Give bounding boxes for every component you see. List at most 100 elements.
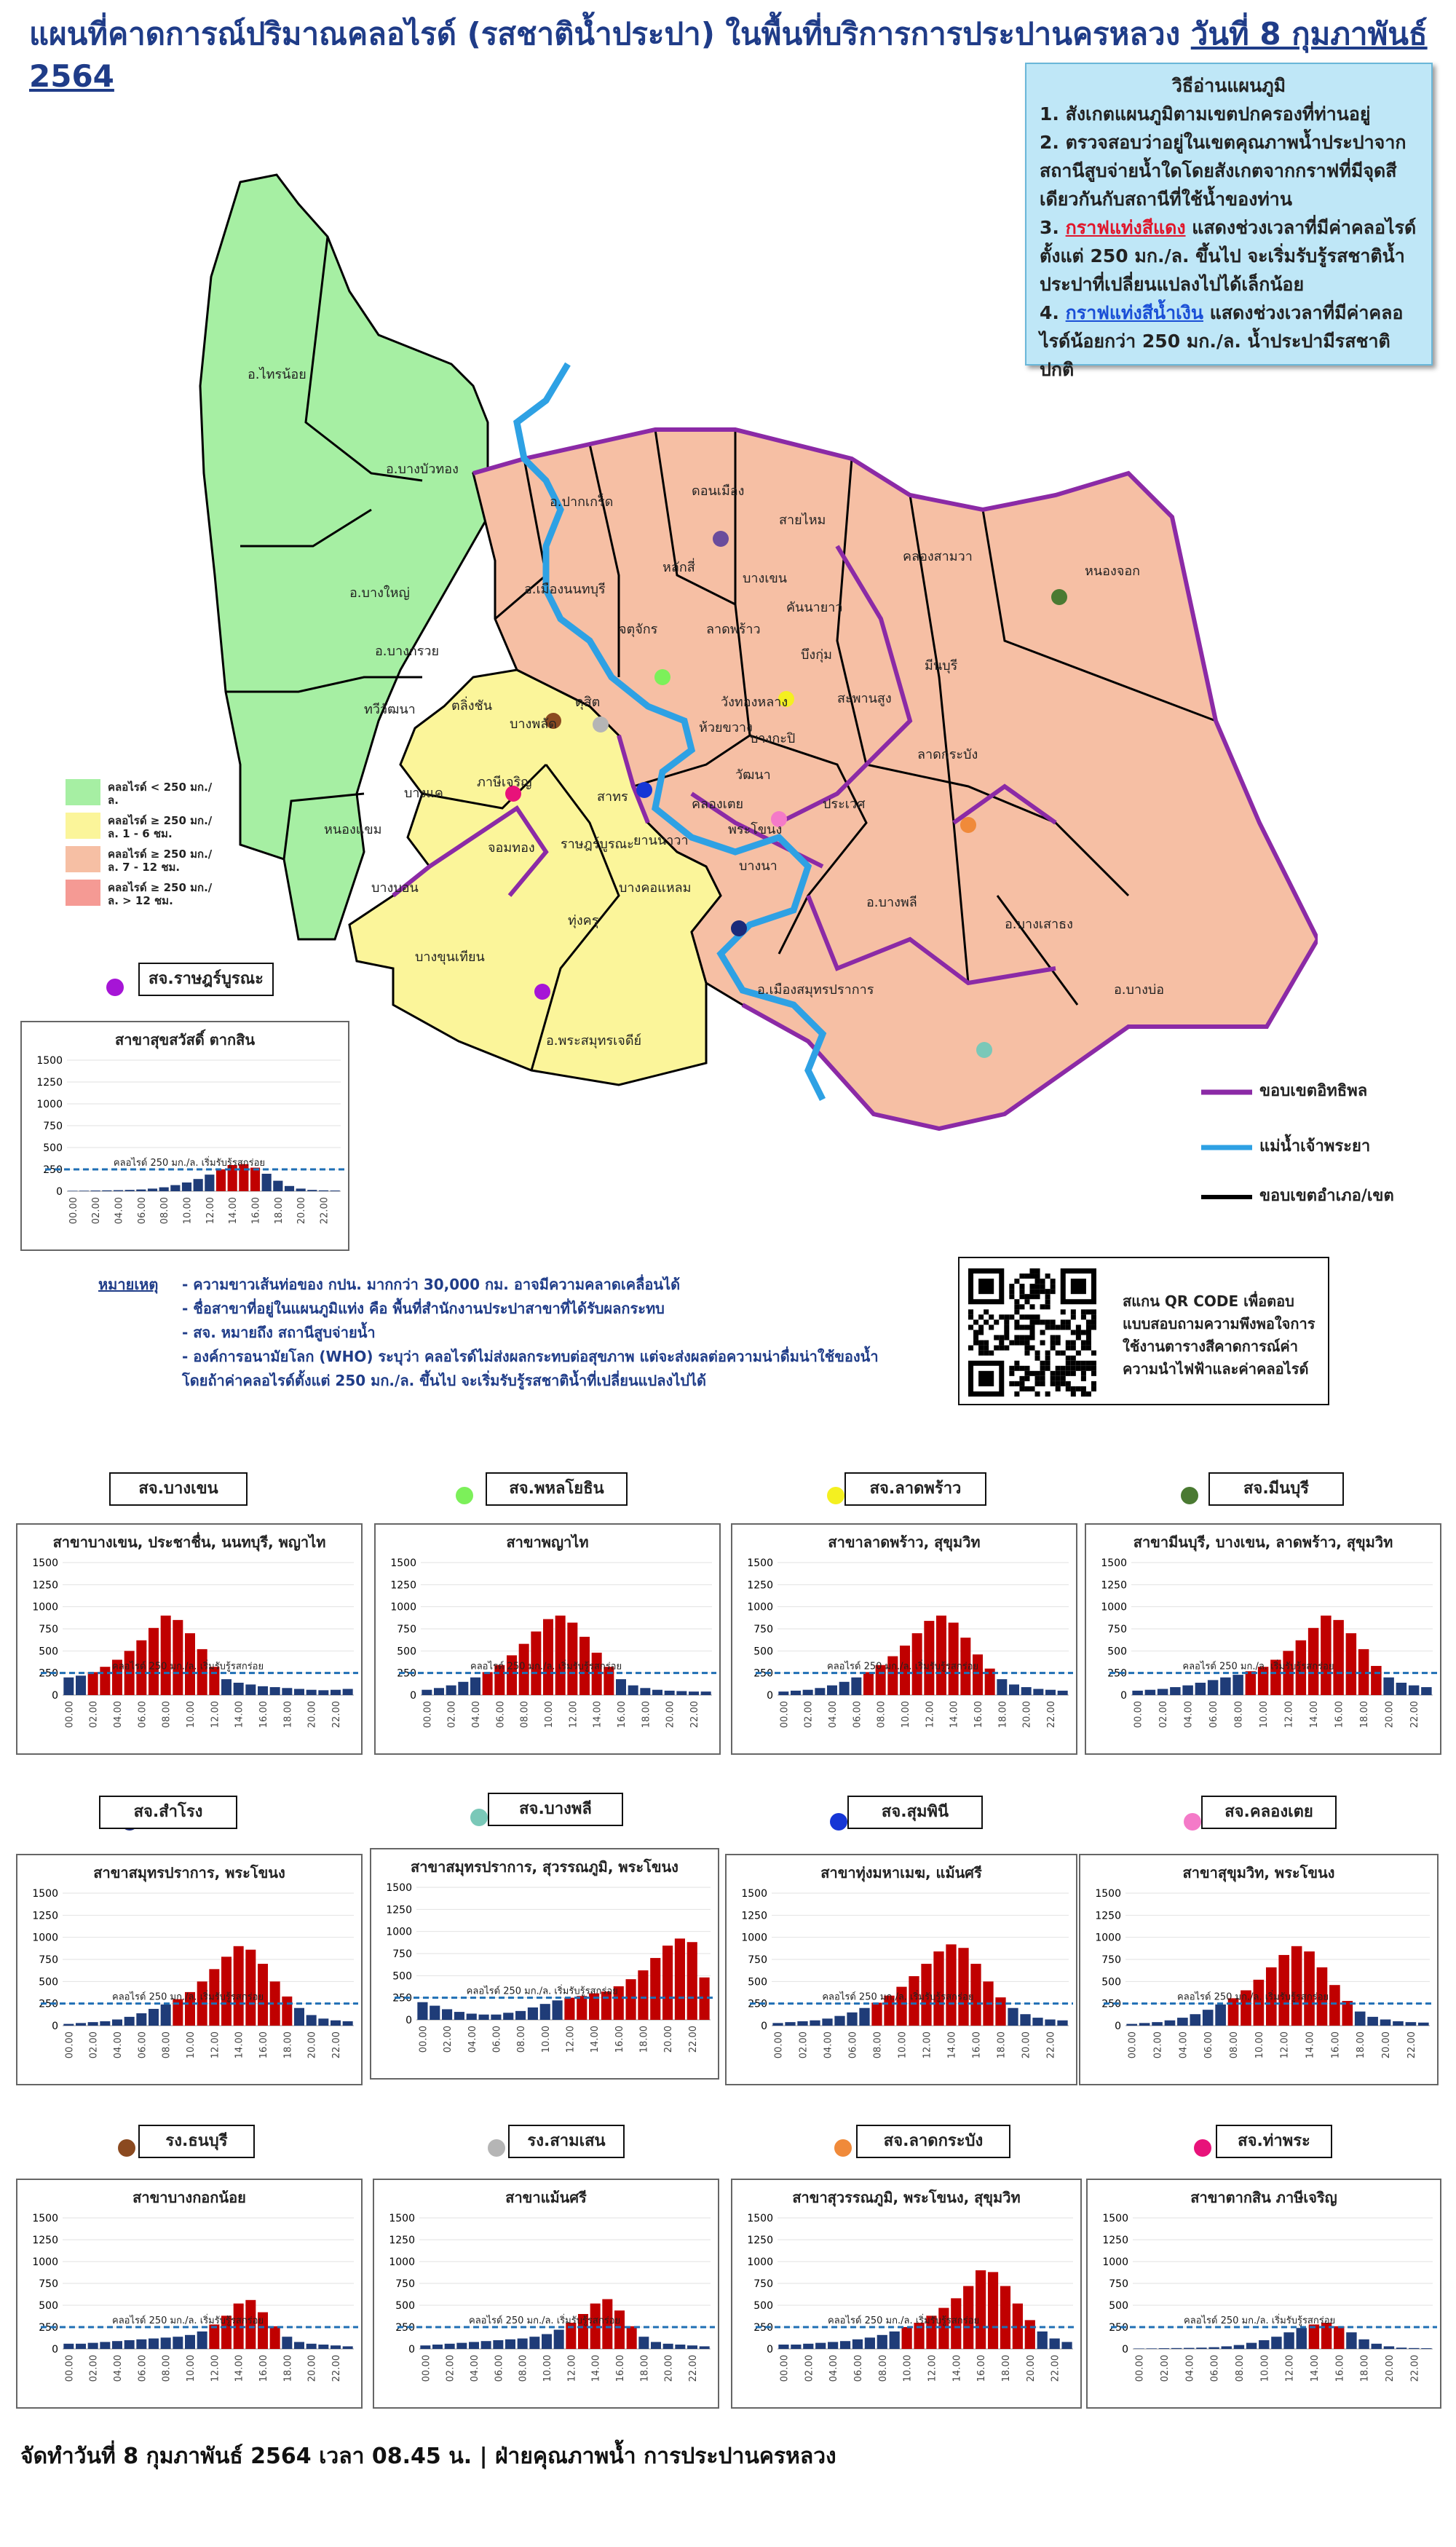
chart-bar: [1207, 1680, 1219, 1695]
chart-bar: [124, 1190, 135, 1191]
chart-bar: [1233, 1675, 1243, 1695]
y-tick-label: 1000: [36, 1099, 63, 1110]
x-tick-label: 20.00: [307, 2031, 318, 2058]
y-tick-label: 0: [56, 1186, 63, 1198]
x-tick-label: 14.00: [590, 2026, 601, 2053]
chart-bar: [687, 1942, 697, 2020]
station-label: สจ.บางเขน: [109, 1472, 248, 1506]
x-tick-label: 18.00: [1360, 2355, 1371, 2382]
x-tick-label: 20.00: [664, 2355, 675, 2382]
x-tick-label: 22.00: [688, 2026, 699, 2053]
qr-code-icon[interactable]: [968, 1268, 1096, 1397]
title-date: วันที่ 8 กุมภาพันธ์ 2564: [29, 16, 1428, 94]
x-tick-label: 06.00: [137, 1701, 148, 1728]
map-dot-thonburi: [545, 713, 561, 729]
chart-bar: [1057, 2020, 1068, 2026]
chart-bar: [1000, 2286, 1011, 2349]
guide-step-2: 2. ตรวจสอบว่าอยู่ในเขตคุณภาพน้ำประปาจากส…: [1040, 132, 1406, 210]
x-tick-label: 00.00: [64, 2355, 75, 2382]
y-tick-label: 1250: [1095, 1910, 1121, 1922]
y-tick-label: 750: [1107, 1624, 1127, 1635]
chart-bar: [1278, 1954, 1290, 2026]
x-tick-label: 10.00: [186, 2355, 197, 2382]
x-tick-label: 08.00: [873, 2031, 884, 2058]
x-tick-label: 04.00: [467, 2026, 478, 2053]
chart-bar: [877, 2334, 887, 2349]
chart-bar: [675, 2345, 686, 2349]
chart-bar: [839, 1681, 850, 1695]
y-tick-label: 1250: [32, 1910, 58, 1922]
chart-bar: [160, 2337, 171, 2349]
x-tick-label: 04.00: [823, 2031, 834, 2058]
chart-bar: [1396, 2347, 1407, 2349]
page-title: แผนที่คาดการณ์ปริมาณคลอไรด์ (รสชาติน้ำปร…: [29, 10, 1456, 94]
chart-bar: [1177, 2018, 1188, 2026]
chart-bar: [951, 2298, 962, 2349]
qr-survey-box[interactable]: สแกน QR CODE เพื่อตอบแบบสอบถามความพึงพอใ…: [958, 1257, 1329, 1405]
chart-bar: [458, 1681, 469, 1695]
chart-bar: [914, 2323, 925, 2349]
chart-bar: [785, 2022, 796, 2026]
x-tick-label: 10.00: [903, 2355, 914, 2382]
y-tick-label: 0: [1120, 1690, 1127, 1702]
chart-bar: [984, 1668, 995, 1695]
threshold-label: คลอไรด์ 250 มก./ล. เริ่มรับรู้รสกร่อย: [470, 1660, 622, 1673]
chart-bar: [181, 1182, 192, 1191]
chart-bar: [273, 1180, 283, 1191]
chart-bar: [76, 2023, 86, 2026]
chart-bar: [626, 2326, 637, 2349]
footer-credit: จัดทำวันที่ 8 กุมภาพันธ์ 2564 เวลา 08.45…: [20, 2444, 836, 2469]
y-tick-label: 1250: [390, 1579, 416, 1591]
x-tick-label: 08.00: [1229, 2031, 1240, 2058]
chart-bar: [553, 2329, 564, 2349]
x-tick-label: 06.00: [137, 1197, 148, 1224]
chart-bar: [173, 1619, 183, 1695]
chart-bar: [1270, 1659, 1281, 1695]
chart-bar: [640, 1688, 651, 1695]
station-label: รง.ธนบุรี: [138, 2125, 255, 2158]
district-label: คลองสามวา: [903, 549, 973, 564]
chart-bar: [233, 2303, 244, 2349]
y-tick-label: 250: [748, 1999, 767, 2010]
chart-plot: 0 250 500 750 1000 1250 1500 คลอไรด์ 250 มก./ล.…: [747, 1557, 1073, 1728]
x-tick-label: 14.00: [947, 2031, 958, 2058]
chloride-bar-chart: สาขาบางเขน, ประชาชื่น, นนทบุรี, พญาไท 0 25…: [16, 1523, 363, 1755]
chart-title: สาขาทุ่งมหาเมฆ, แม้นศรี: [820, 1864, 982, 1881]
chart-plot: 0 250 500 750 1000 1250 1500 คลอไรด์ 250 มก./ล.…: [1102, 2213, 1437, 2382]
chart-bar: [432, 2345, 443, 2349]
chart-bar: [1265, 1967, 1277, 2026]
chart-bar: [1334, 2326, 1345, 2349]
chart-bar: [124, 2016, 135, 2026]
y-tick-label: 500: [748, 1976, 767, 1988]
chart-bar: [245, 1949, 256, 2026]
chart-bar: [909, 1976, 919, 2026]
chart-bar: [342, 2021, 353, 2026]
chart-bar: [430, 2005, 440, 2020]
chart-bar: [306, 1689, 317, 1695]
chart-bar: [149, 2008, 159, 2026]
chart-bar: [778, 2345, 789, 2349]
x-tick-label: 10.00: [1259, 2355, 1270, 2382]
map-station-dots: [505, 531, 1067, 1058]
map-dot-ratburana: [534, 984, 550, 1000]
chart-bar: [456, 2342, 467, 2349]
chart-bar: [112, 1659, 122, 1695]
district-label: ลาดกระบัง: [917, 747, 978, 762]
station-dot: [1181, 1487, 1198, 1504]
map-dot-samrong: [731, 920, 747, 936]
chloride-bar-chart: สาขาสมุทรปราการ, พระโขนง 0 250 500 750 1000 12…: [16, 1854, 363, 2085]
chart-bar: [331, 2345, 341, 2349]
y-tick-label: 750: [43, 1121, 63, 1132]
x-tick-label: 20.00: [296, 1197, 307, 1224]
x-tick-label: 02.00: [89, 2031, 100, 2058]
district-label: ตลิ่งชัน: [451, 696, 492, 714]
y-tick-label: 1250: [32, 2235, 58, 2246]
x-tick-label: 18.00: [282, 2031, 293, 2058]
chart-bar: [90, 1190, 100, 1191]
chart-bar: [331, 1689, 341, 1695]
y-tick-label: 1250: [747, 1579, 773, 1591]
chart-bar: [1383, 1677, 1394, 1695]
chart-plot: 0 250 500 750 1000 1250 1500 คลอไรด์ 250 มก./ล.…: [1095, 1888, 1434, 2058]
chart-bar: [185, 1633, 195, 1695]
chart-bar: [1405, 2022, 1417, 2026]
